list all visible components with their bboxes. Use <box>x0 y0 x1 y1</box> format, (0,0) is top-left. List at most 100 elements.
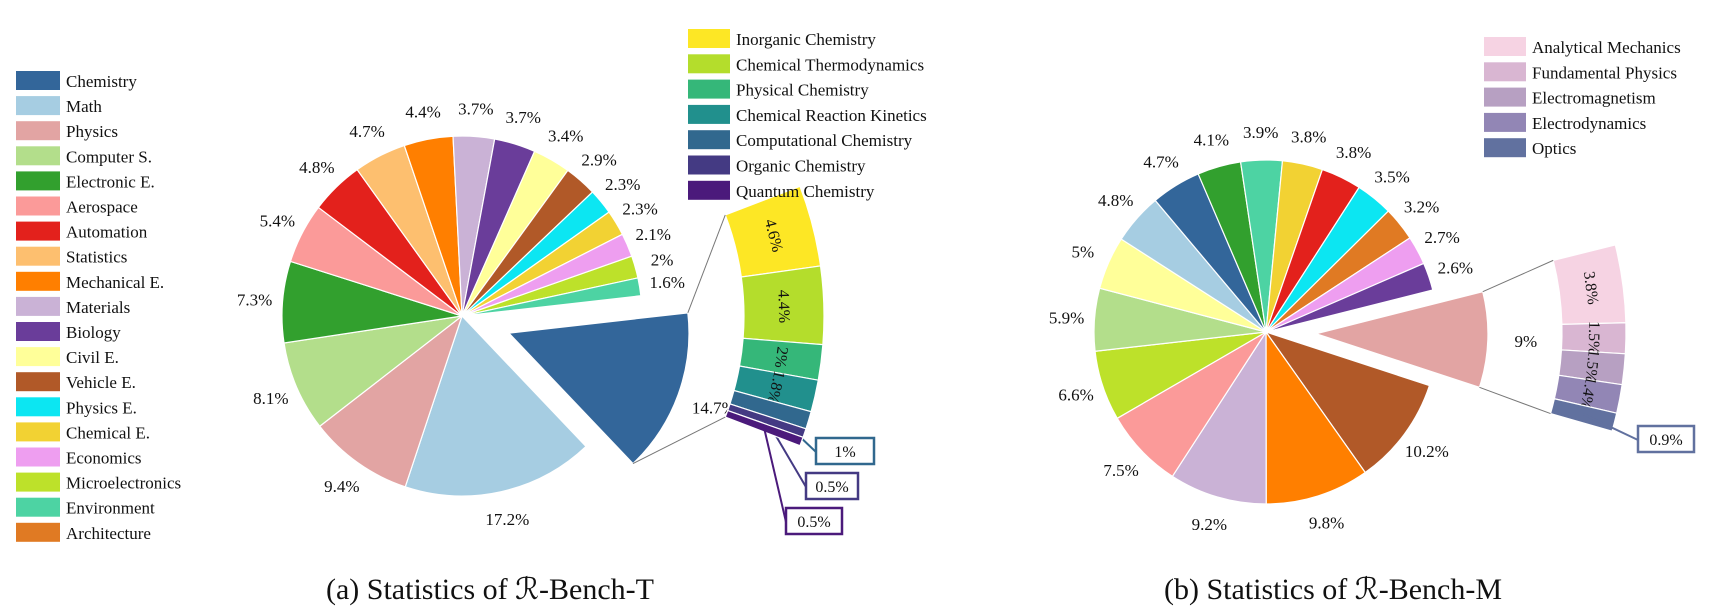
legend-swatch-chemical-e <box>16 422 60 442</box>
legend-swatch-electromagnetism <box>1484 87 1526 107</box>
slice-label-computer-s: 8.1% <box>253 389 288 408</box>
legend-label-physical-chemistry: Physical Chemistry <box>736 81 869 100</box>
slice-label-automation: 4.8% <box>299 158 334 177</box>
legend-label-economics: Economics <box>66 449 142 468</box>
breakdown-label-physical-chemistry: 2% <box>771 346 791 369</box>
legend-swatch-analytical-mechanics <box>1484 37 1526 56</box>
slice-label-environment: 3.9% <box>1243 123 1278 142</box>
legend-label-materials: Materials <box>66 298 130 317</box>
legend-label-mechanical-e: Mechanical E. <box>66 273 164 292</box>
legend-swatch-optics <box>1484 138 1526 158</box>
slice-label-mechanical-e: 9.8% <box>1309 514 1344 533</box>
slice-label-mechanical-e: 4.4% <box>405 103 440 122</box>
legend-swatch-computer-s <box>16 146 60 166</box>
breakdown-label-chemical-thermodynamics: 4.4% <box>774 290 792 324</box>
breakdown-label-analytical-mechanics: 3.8% <box>1580 270 1601 305</box>
legend-label-chemistry: Chemistry <box>66 72 137 91</box>
legend-swatch-fundamental-physics <box>1484 62 1526 82</box>
legend-label-analytical-mechanics: Analytical Mechanics <box>1532 38 1681 57</box>
connector-line-top <box>1482 259 1554 293</box>
slice-label-vehicle-e: 10.2% <box>1405 442 1449 461</box>
slice-biology <box>1265 262 1434 333</box>
slice-label-physics: 9.4% <box>324 477 359 496</box>
legend-label-civil-e: Civil E. <box>66 348 119 367</box>
connector-line-bottom <box>632 416 726 465</box>
legend-label-organic-chemistry: Organic Chemistry <box>736 157 866 176</box>
breakdown-label-chemical-reaction-kinetics: 1.8% <box>764 369 788 405</box>
legend-label-chemical-e: Chemical E. <box>66 423 150 442</box>
slice-vehicle-e <box>1264 330 1431 474</box>
slice-materials <box>1171 329 1267 505</box>
legend-label-quantum-chemistry: Quantum Chemistry <box>736 182 875 201</box>
slice-label-physics-e: 3.5% <box>1374 168 1409 187</box>
legend-swatch-automation <box>16 221 60 241</box>
legend-swatch-vehicle-e <box>16 372 60 392</box>
breakdown-label-quantum-chemistry: 0.5% <box>797 514 830 531</box>
legend-label-electrodynamics: Electrodynamics <box>1532 114 1646 133</box>
legend-swatch-chemical-thermodynamics <box>688 54 730 74</box>
legend-label-inorganic-chemistry: Inorganic Chemistry <box>736 30 876 49</box>
connector-line-bottom <box>1479 386 1551 415</box>
legend-swatch-inorganic-chemistry <box>688 29 730 48</box>
legend-label-optics: Optics <box>1532 139 1576 158</box>
slice-label-chemistry: 14.7% <box>692 399 736 418</box>
slice-label-civil-e: 3.4% <box>548 127 583 146</box>
slice-label-microelectronics: 6.6% <box>1058 386 1093 405</box>
legend-swatch-economics <box>16 447 60 467</box>
slice-label-chemistry: 4.7% <box>1143 153 1178 172</box>
legend-label-chemical-thermodynamics: Chemical Thermodynamics <box>736 55 924 74</box>
legend-swatch-physical-chemistry <box>688 79 730 99</box>
breakdown-label-optics: 0.9% <box>1649 432 1682 449</box>
legend-swatch-biology <box>16 322 60 341</box>
breakdown-label-electromagnetism: 1.5% <box>1582 348 1602 383</box>
slice-environment <box>461 277 642 317</box>
legend-label-statistics: Statistics <box>66 248 127 267</box>
slice-label-biology: 2.6% <box>1438 258 1473 277</box>
legend-swatch-quantum-chemistry <box>688 180 730 200</box>
slice-mechanical-e <box>1265 330 1367 505</box>
legend-label-biology: Biology <box>66 323 121 342</box>
legend-swatch-materials <box>16 296 60 316</box>
slice-physics <box>318 314 464 488</box>
legend-label-microelectronics: Microelectronics <box>66 474 181 493</box>
breakdown-label-fundamental-physics: 1.5% <box>1585 321 1603 355</box>
legend-label-electromagnetism: Electromagnetism <box>1532 89 1656 108</box>
legend-label-math: Math <box>66 97 102 116</box>
slice-label-physics: 9% <box>1515 332 1538 351</box>
legend-swatch-physics <box>16 121 60 141</box>
legend-swatch-aerospace <box>16 196 60 216</box>
legend-label-vehicle-e: Vehicle E. <box>66 373 136 392</box>
slice-label-environment: 1.6% <box>650 273 685 292</box>
legend-swatch-microelectronics <box>16 472 60 492</box>
slice-label-vehicle-e: 2.9% <box>581 151 616 170</box>
slice-label-physics-e: 2.3% <box>605 175 640 194</box>
legend-swatch-math <box>16 96 60 116</box>
legend-swatch-chemistry <box>16 71 60 90</box>
callout-box-optics <box>1636 424 1696 454</box>
callout-box-quantum-chemistry <box>784 506 844 536</box>
callout-line-optics <box>1583 413 1639 441</box>
slice-label-chemical-e: 2.3% <box>622 199 657 218</box>
legend-swatch-computational-chemistry <box>688 130 730 150</box>
legend-swatch-physics-e <box>16 397 60 417</box>
legend-swatch-electronic-e <box>16 171 60 191</box>
slice-math <box>404 314 587 497</box>
callout-box-organic-chemistry <box>804 471 860 501</box>
slice-label-economics: 2.1% <box>635 225 670 244</box>
slice-label-automation: 3.8% <box>1336 143 1371 162</box>
legend-swatch-electrodynamics <box>1484 112 1526 132</box>
connector-line-top <box>687 214 726 314</box>
slice-label-statistics: 4.7% <box>349 122 384 141</box>
slice-label-electronic-e: 4.1% <box>1194 131 1229 150</box>
legend-swatch-organic-chemistry <box>688 155 730 175</box>
slice-label-civil-e: 5% <box>1072 243 1095 262</box>
legend-swatch-chemical-reaction-kinetics <box>688 104 730 124</box>
breakdown-label-computational-chemistry: 1% <box>834 444 855 461</box>
slice-label-microelectronics: 2% <box>651 250 674 269</box>
slice-label-materials: 3.7% <box>458 99 493 118</box>
pie-chart-bench-m: 9% 10.2% 9.8% 9.2% 7.5% 6.6% 5.9% 5% 4.8% 4.7% 4.1… <box>1049 37 1696 534</box>
legend-swatch-environment <box>16 497 60 517</box>
slice-label-math: 17.2% <box>485 510 529 529</box>
legend-label-automation: Automation <box>66 223 148 242</box>
slice-label-aerospace: 5.4% <box>260 211 295 230</box>
